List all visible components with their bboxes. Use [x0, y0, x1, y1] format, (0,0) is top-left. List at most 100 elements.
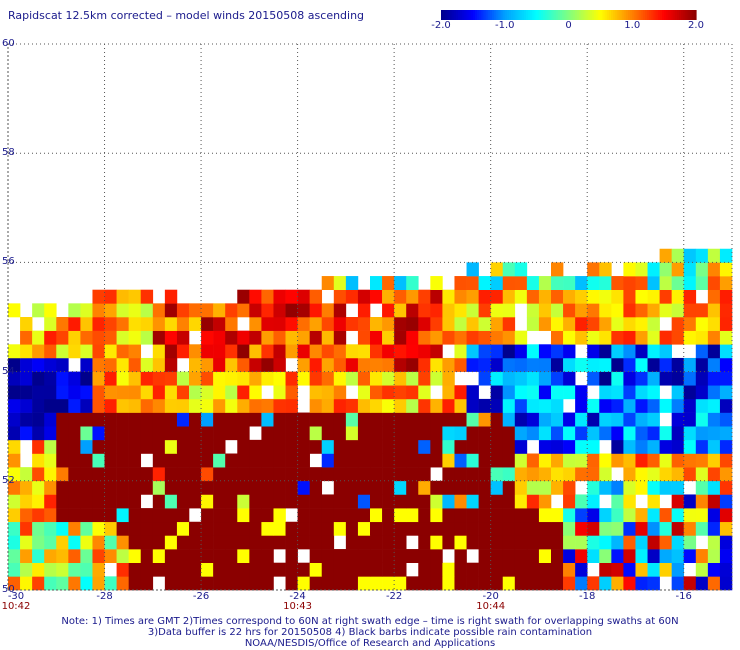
heatmap-cell: [44, 426, 57, 441]
heatmap-cell: [707, 276, 721, 290]
heatmap-cell: [466, 412, 479, 427]
heatmap-cell: [647, 453, 660, 468]
heatmap-cell: [514, 480, 528, 495]
heatmap-cell: [599, 576, 612, 591]
heatmap-cell: [514, 385, 528, 400]
heatmap-cell: [32, 508, 45, 523]
heatmap-cell: [466, 317, 479, 331]
x-tick-label: -18: [579, 591, 596, 602]
colorbar-segment: [668, 10, 672, 20]
heatmap-cell: [92, 317, 105, 331]
colorbar-segment: [615, 10, 618, 20]
heatmap-cell: [104, 453, 117, 468]
heatmap-cell: [719, 494, 733, 509]
heatmap-cell: [647, 562, 660, 577]
heatmap-cell: [261, 521, 274, 536]
heatmap-cell: [635, 562, 648, 577]
heatmap-cell: [44, 412, 57, 427]
heatmap-cell: [707, 549, 721, 563]
heatmap-cell: [273, 412, 286, 427]
heatmap-cell: [297, 412, 310, 427]
heatmap-cell: [20, 412, 33, 427]
heatmap-cell: [152, 317, 166, 331]
heatmap-cell: [285, 576, 298, 591]
heatmap-cell: [321, 453, 335, 468]
heatmap-cell: [647, 576, 660, 591]
heatmap-cell: [297, 344, 310, 359]
heatmap-cell: [394, 439, 407, 454]
heatmap-cell: [152, 480, 166, 495]
colorbar-segment: [574, 10, 578, 20]
heatmap-cell: [490, 344, 504, 359]
heatmap-cell: [695, 453, 709, 468]
heatmap-cell: [116, 317, 129, 331]
heatmap-cell: [430, 453, 443, 468]
heatmap-cell: [68, 426, 81, 441]
heatmap-cell: [8, 494, 21, 509]
heatmap-cell: [514, 357, 528, 372]
heatmap-cell: [213, 439, 226, 454]
heatmap-cell: [104, 330, 117, 345]
heatmap-cell: [189, 439, 202, 454]
heatmap-cell: [695, 439, 709, 454]
heatmap-cell: [551, 276, 564, 290]
heatmap-cell: [514, 330, 528, 345]
heatmap-cell: [176, 467, 190, 482]
heatmap-cell: [659, 549, 672, 563]
heatmap-cell: [502, 330, 516, 345]
heatmap-cell: [538, 562, 552, 577]
heatmap-cell: [44, 303, 57, 318]
heatmap-cell: [454, 521, 467, 536]
heatmap-cell: [418, 289, 431, 304]
heatmap-cell: [587, 344, 600, 359]
colorbar-segment: [462, 10, 465, 20]
colorbar-tick-label: 1.0: [624, 20, 641, 31]
heatmap-cell: [599, 467, 612, 482]
heatmap-cell: [563, 480, 576, 495]
heatmap-cell: [189, 317, 202, 331]
heatmap-cell: [466, 439, 479, 454]
heatmap-cell: [418, 398, 431, 413]
heatmap-cell: [189, 412, 202, 427]
heatmap-cell: [454, 535, 467, 550]
heatmap-cell: [382, 535, 395, 550]
heatmap-cell: [478, 576, 491, 591]
heatmap-cell: [442, 576, 455, 591]
heatmap-cell: [44, 439, 57, 454]
heatmap-cell: [490, 262, 504, 277]
heatmap-cell: [92, 289, 105, 304]
heatmap-cell: [92, 535, 105, 550]
heatmap-cell: [309, 549, 323, 563]
heatmap-cell: [611, 289, 624, 304]
heatmap-cell: [297, 521, 310, 536]
heatmap-cell: [538, 317, 552, 331]
heatmap-cell: [430, 562, 443, 577]
heatmap-cell: [225, 467, 238, 482]
heatmap-cell: [32, 494, 45, 509]
heatmap-cell: [563, 317, 576, 331]
heatmap-cell: [454, 344, 467, 359]
heatmap-cell: [587, 412, 600, 427]
heatmap-cell: [249, 562, 262, 577]
heatmap-cell: [261, 317, 274, 331]
heatmap-cell: [599, 357, 612, 372]
heatmap-cell: [213, 371, 226, 386]
heatmap-cell: [478, 453, 491, 468]
heatmap-cell: [44, 576, 57, 591]
heatmap-cell: [526, 453, 540, 468]
heatmap-cell: [671, 562, 685, 577]
heatmap-cell: [321, 398, 335, 413]
heatmap-cell: [635, 262, 648, 277]
heatmap-cell: [225, 371, 238, 386]
heatmap-cell: [611, 330, 624, 345]
heatmap-cell: [92, 480, 105, 495]
heatmap-cell: [128, 535, 142, 550]
heatmap-cell: [92, 576, 105, 591]
heatmap-cell: [261, 508, 274, 523]
heatmap-cell: [551, 330, 564, 345]
heatmap-cell: [659, 276, 672, 290]
heatmap-cell: [575, 412, 588, 427]
heatmap-cell: [345, 549, 359, 563]
colorbar-segment: [543, 10, 546, 20]
colorbar-segment: [689, 10, 693, 20]
